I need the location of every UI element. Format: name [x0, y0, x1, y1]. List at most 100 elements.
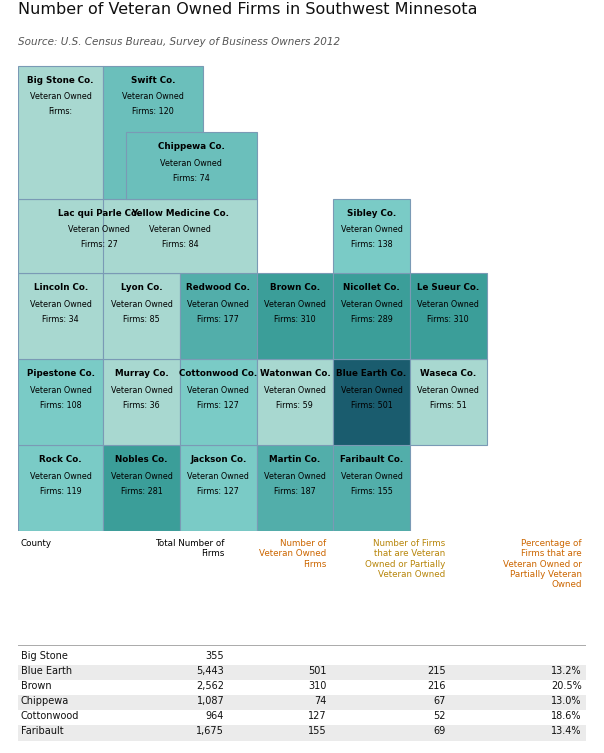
Bar [18, 445, 103, 531]
Text: Firms: 108: Firms: 108 [40, 401, 82, 410]
Text: Veteran Owned: Veteran Owned [111, 386, 173, 395]
Text: Chippewa: Chippewa [21, 696, 69, 706]
Bar [103, 445, 180, 531]
Text: Lincoln Co.: Lincoln Co. [34, 283, 88, 292]
Bar [410, 273, 487, 359]
Text: Jackson Co.: Jackson Co. [190, 455, 246, 464]
Text: Veteran Owned: Veteran Owned [264, 471, 326, 480]
Text: 74: 74 [314, 696, 326, 706]
Text: Veteran Owned: Veteran Owned [30, 471, 92, 480]
Text: Rock Co.: Rock Co. [39, 455, 82, 464]
Text: Firms: 281: Firms: 281 [121, 486, 162, 495]
Bar [103, 199, 257, 273]
Text: Chippewa Co.: Chippewa Co. [158, 142, 225, 151]
Text: 67: 67 [433, 696, 446, 706]
Text: Redwood Co.: Redwood Co. [186, 283, 250, 292]
Bar [18, 359, 103, 445]
Text: Lac qui Parle Co.: Lac qui Parle Co. [58, 209, 140, 218]
Text: Yellow Medicine Co.: Yellow Medicine Co. [131, 209, 229, 218]
Bar [410, 359, 487, 445]
Text: Firms: 501: Firms: 501 [351, 401, 393, 410]
Text: Pipestone Co.: Pipestone Co. [27, 369, 95, 378]
Text: County: County [21, 539, 52, 548]
Text: Blue Earth: Blue Earth [21, 666, 72, 675]
Bar [257, 445, 333, 531]
Text: Veteran Owned: Veteran Owned [417, 300, 479, 309]
Bar [180, 445, 257, 531]
Text: Veteran Owned: Veteran Owned [30, 386, 92, 395]
Text: Firms: 59: Firms: 59 [277, 401, 313, 410]
Text: Firms: 310: Firms: 310 [274, 315, 316, 324]
Bar [257, 273, 333, 359]
Text: 20.5%: 20.5% [551, 681, 582, 691]
Text: Veteran Owned: Veteran Owned [187, 471, 249, 480]
Text: Veteran Owned: Veteran Owned [149, 225, 211, 234]
Text: Firms: 155: Firms: 155 [350, 486, 393, 495]
Text: Firms: 127: Firms: 127 [198, 486, 239, 495]
Bar [18, 199, 180, 273]
Text: Big Stone Co.: Big Stone Co. [27, 76, 94, 85]
Text: Waseca Co.: Waseca Co. [420, 369, 477, 378]
Text: Firms: 119: Firms: 119 [40, 486, 82, 495]
Text: Firms: 120: Firms: 120 [132, 108, 174, 116]
Bar [18, 680, 586, 695]
Bar [333, 445, 410, 531]
Bar [103, 273, 180, 359]
Text: Blue Earth Co.: Blue Earth Co. [336, 369, 406, 378]
Text: Veteran Owned: Veteran Owned [341, 471, 402, 480]
Text: Firms: 177: Firms: 177 [198, 315, 239, 324]
Bar [18, 710, 586, 725]
Text: Veteran Owned: Veteran Owned [111, 471, 173, 480]
Bar [18, 650, 586, 665]
Bar [333, 359, 410, 445]
Text: 501: 501 [308, 666, 326, 675]
Text: Firms: 85: Firms: 85 [123, 315, 160, 324]
Bar [18, 695, 586, 710]
Bar [103, 66, 203, 199]
Text: Firms: 36: Firms: 36 [123, 401, 160, 410]
Text: Swift Co.: Swift Co. [130, 76, 175, 85]
Text: Sibley Co.: Sibley Co. [347, 209, 396, 218]
Text: Firms: 310: Firms: 310 [428, 315, 469, 324]
Text: 18.6%: 18.6% [551, 712, 582, 721]
Text: Firms: 84: Firms: 84 [162, 240, 198, 249]
Text: 13.0%: 13.0% [551, 696, 582, 706]
Text: 127: 127 [308, 712, 326, 721]
Text: 13.4%: 13.4% [551, 727, 582, 736]
Text: Veteran Owned: Veteran Owned [111, 300, 173, 309]
Bar [18, 725, 586, 740]
Text: Number of
Veteran Owned
Firms: Number of Veteran Owned Firms [259, 539, 326, 569]
Text: Source: U.S. Census Bureau, Survey of Business Owners 2012: Source: U.S. Census Bureau, Survey of Bu… [18, 38, 340, 47]
Text: Veteran Owned: Veteran Owned [30, 300, 92, 309]
Text: Murray Co.: Murray Co. [115, 369, 169, 378]
Text: Nicollet Co.: Nicollet Co. [343, 283, 400, 292]
Text: Faribault Co.: Faribault Co. [340, 455, 403, 464]
Bar [180, 273, 257, 359]
Text: Number of Veteran Owned Firms in Southwest Minnesota: Number of Veteran Owned Firms in Southwe… [18, 2, 478, 17]
Text: 216: 216 [427, 681, 446, 691]
Text: Brown: Brown [21, 681, 51, 691]
Text: Brown Co.: Brown Co. [270, 283, 320, 292]
Text: Veteran Owned: Veteran Owned [30, 93, 92, 102]
Text: Watonwan Co.: Watonwan Co. [260, 369, 330, 378]
Text: Martin Co.: Martin Co. [269, 455, 321, 464]
Text: 69: 69 [434, 727, 446, 736]
Text: Veteran Owned: Veteran Owned [187, 300, 249, 309]
Text: Firms:: Firms: [49, 108, 72, 116]
Text: 13.2%: 13.2% [551, 666, 582, 675]
Text: 5,443: 5,443 [196, 666, 224, 675]
Bar [180, 359, 257, 445]
Text: Firms: 51: Firms: 51 [430, 401, 466, 410]
Bar [18, 66, 103, 199]
Text: Veteran Owned: Veteran Owned [341, 300, 402, 309]
Text: Number of Firms
that are Veteran
Owned or Partially
Veteran Owned: Number of Firms that are Veteran Owned o… [365, 539, 446, 579]
Text: Firms: 34: Firms: 34 [42, 315, 79, 324]
Text: Veteran Owned: Veteran Owned [264, 300, 326, 309]
Text: Firms: 74: Firms: 74 [173, 174, 210, 183]
Text: 1,087: 1,087 [196, 696, 224, 706]
Text: Veteran Owned: Veteran Owned [187, 386, 249, 395]
Text: Cottonwood Co.: Cottonwood Co. [179, 369, 257, 378]
Text: Firms: 187: Firms: 187 [274, 486, 316, 495]
Text: 155: 155 [308, 727, 326, 736]
Bar [257, 359, 333, 445]
